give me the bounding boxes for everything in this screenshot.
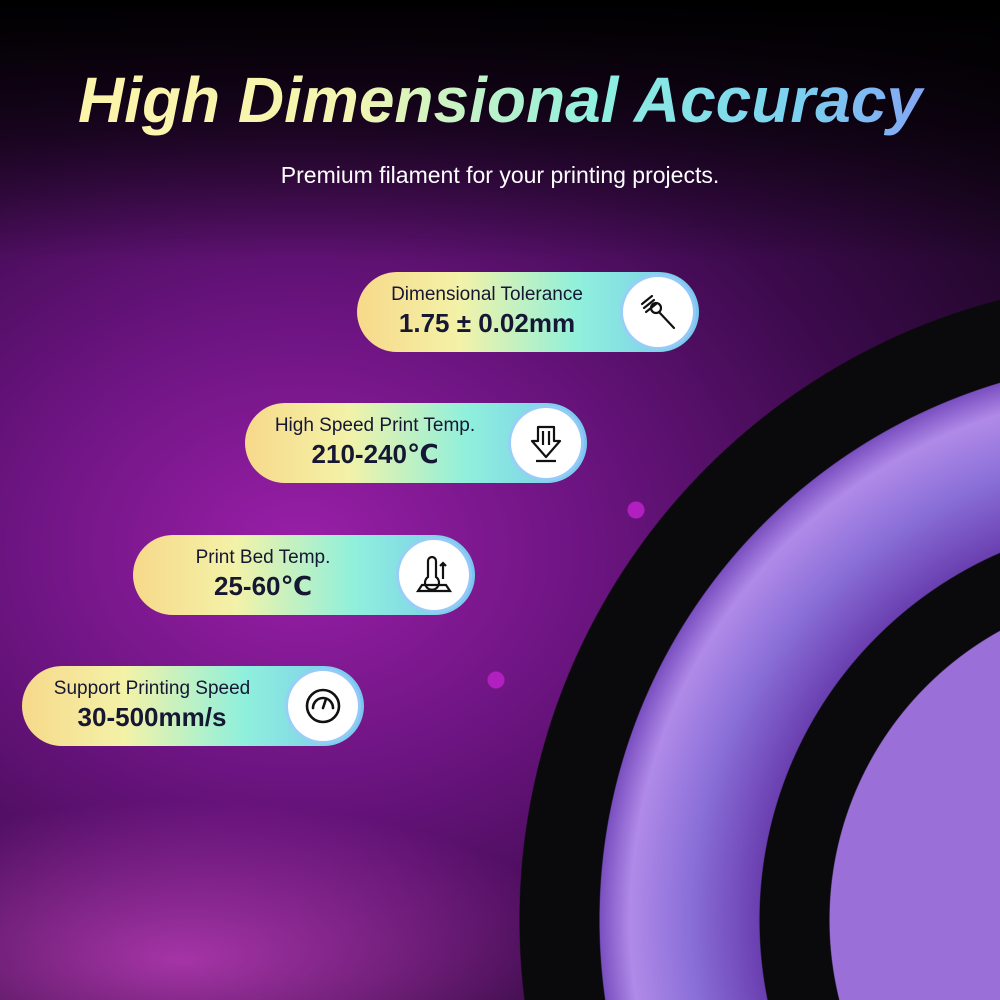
spec-value: 30-500mm/s [77, 702, 227, 732]
nozzle-temp-icon [511, 408, 581, 478]
spec-bed-temp: Print Bed Temp. 25-60℃ [133, 535, 475, 615]
spec-label: Print Bed Temp. [195, 547, 331, 568]
page-subtitle: Premium filament for your printing proje… [280, 162, 720, 188]
spec-dimensional-tolerance: Dimensional Tolerance 1.75 ± 0.02mm [357, 272, 699, 352]
spec-label: High Speed Print Temp. [274, 415, 476, 436]
spec-value: 210-240℃ [311, 439, 439, 469]
caliper-icon [623, 277, 693, 347]
bed-thermometer-icon [399, 540, 469, 610]
speedometer-icon [288, 671, 358, 741]
spec-print-temp: High Speed Print Temp. 210-240℃ [245, 403, 587, 483]
page-title: High Dimensional Accuracy [0, 62, 1000, 138]
spec-value: 25-60℃ [214, 571, 312, 601]
spec-label: Support Printing Speed [53, 678, 251, 699]
spec-value: 1.75 ± 0.02mm [398, 308, 576, 338]
spec-print-speed: Support Printing Speed 30-500mm/s [22, 666, 364, 746]
spec-label: Dimensional Tolerance [391, 284, 583, 305]
